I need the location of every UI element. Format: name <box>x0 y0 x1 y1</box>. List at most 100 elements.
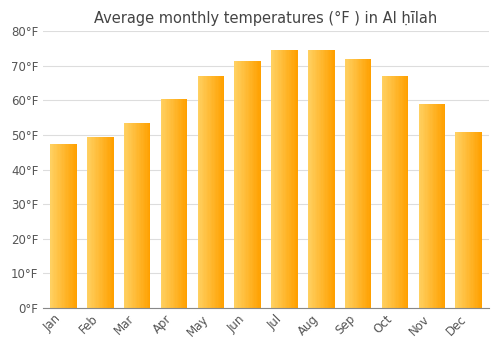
Bar <box>350 59 352 308</box>
Bar <box>292 50 294 308</box>
Bar <box>438 104 440 308</box>
Bar <box>353 59 354 308</box>
Bar <box>320 50 322 308</box>
Bar <box>112 137 114 308</box>
Bar <box>92 137 94 308</box>
Bar <box>430 104 432 308</box>
Bar <box>394 76 395 308</box>
Bar <box>462 132 464 308</box>
Bar <box>288 50 290 308</box>
Bar <box>352 59 353 308</box>
Bar <box>358 59 360 308</box>
Bar <box>110 137 111 308</box>
Bar <box>388 76 390 308</box>
Bar <box>214 76 215 308</box>
Bar <box>108 137 110 308</box>
Bar <box>138 123 140 308</box>
Bar <box>276 50 278 308</box>
Bar <box>178 99 180 308</box>
Bar <box>364 59 365 308</box>
Bar <box>318 50 320 308</box>
Bar <box>458 132 460 308</box>
Bar <box>456 132 458 308</box>
Title: Average monthly temperatures (°F ) in Al ḥīlah: Average monthly temperatures (°F ) in Al… <box>94 11 438 26</box>
Bar <box>424 104 425 308</box>
Bar <box>53 144 54 308</box>
Bar <box>64 144 65 308</box>
Bar <box>186 99 188 308</box>
Bar <box>246 61 248 308</box>
Bar <box>326 50 328 308</box>
Bar <box>65 144 66 308</box>
Bar <box>200 76 202 308</box>
Bar <box>428 104 429 308</box>
Bar <box>420 104 421 308</box>
Bar <box>396 76 398 308</box>
Bar <box>444 104 445 308</box>
Bar <box>90 137 91 308</box>
Bar <box>242 61 244 308</box>
Bar <box>250 61 252 308</box>
Bar <box>103 137 104 308</box>
Bar <box>349 59 350 308</box>
Bar <box>223 76 224 308</box>
Bar <box>148 123 149 308</box>
Bar <box>95 137 96 308</box>
Bar <box>107 137 108 308</box>
Bar <box>172 99 174 308</box>
Bar <box>87 137 88 308</box>
Bar <box>130 123 132 308</box>
Bar <box>62 144 64 308</box>
Bar <box>212 76 214 308</box>
Bar <box>425 104 426 308</box>
Bar <box>58 144 59 308</box>
Bar <box>248 61 249 308</box>
Bar <box>222 76 223 308</box>
Bar <box>104 137 106 308</box>
Bar <box>61 144 62 308</box>
Bar <box>137 123 138 308</box>
Bar <box>279 50 280 308</box>
Bar <box>429 104 430 308</box>
Bar <box>99 137 100 308</box>
Bar <box>387 76 388 308</box>
Bar <box>272 50 274 308</box>
Bar <box>162 99 164 308</box>
Bar <box>324 50 326 308</box>
Bar <box>57 144 58 308</box>
Bar <box>70 144 71 308</box>
Bar <box>96 137 98 308</box>
Bar <box>366 59 368 308</box>
Bar <box>384 76 386 308</box>
Bar <box>286 50 287 308</box>
Bar <box>244 61 245 308</box>
Bar <box>202 76 203 308</box>
Bar <box>161 99 162 308</box>
Bar <box>382 76 383 308</box>
Bar <box>237 61 238 308</box>
Bar <box>145 123 146 308</box>
Bar <box>74 144 76 308</box>
Bar <box>357 59 358 308</box>
Bar <box>282 50 283 308</box>
Bar <box>168 99 169 308</box>
Bar <box>332 50 334 308</box>
Bar <box>206 76 207 308</box>
Bar <box>260 61 261 308</box>
Bar <box>283 50 284 308</box>
Bar <box>402 76 403 308</box>
Bar <box>182 99 184 308</box>
Bar <box>362 59 364 308</box>
Bar <box>398 76 399 308</box>
Bar <box>164 99 165 308</box>
Bar <box>296 50 298 308</box>
Bar <box>287 50 288 308</box>
Bar <box>149 123 150 308</box>
Bar <box>391 76 392 308</box>
Bar <box>460 132 462 308</box>
Bar <box>470 132 472 308</box>
Bar <box>406 76 407 308</box>
Bar <box>422 104 424 308</box>
Bar <box>203 76 204 308</box>
Bar <box>54 144 56 308</box>
